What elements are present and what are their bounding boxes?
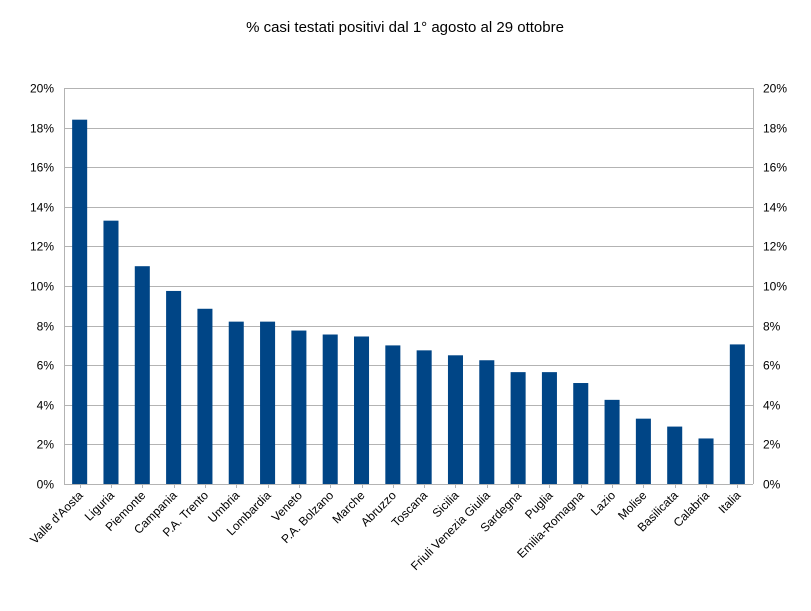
y-tick-label-right: 20% [763, 82, 787, 96]
y-tick-label-left: 12% [30, 240, 54, 254]
y-tick-label-right: 16% [763, 161, 787, 175]
bar [72, 119, 88, 485]
y-axis-right: 0% 2% 4% 6% 8% 10% 12% 14% 16% 18% 20% [753, 82, 787, 492]
y-tick-label-right: 4% [763, 399, 781, 413]
bar [134, 266, 150, 484]
bar [197, 308, 213, 484]
bar [541, 372, 557, 484]
bar [103, 220, 119, 484]
bar [416, 350, 432, 484]
y-tick-label-right: 2% [763, 438, 781, 452]
bar [322, 334, 338, 484]
bar [573, 383, 589, 484]
y-tick-label-right: 8% [763, 320, 781, 334]
y-tick-label-right: 14% [763, 201, 787, 215]
bar [354, 336, 370, 484]
y-axis-left: 0% 2% 4% 6% 8% 10% 12% 14% 16% 18% 20% [30, 82, 65, 492]
y-tick-label-right: 0% [763, 478, 781, 492]
bar [635, 418, 651, 484]
x-category-label: Lazio [588, 488, 618, 518]
bar [385, 345, 401, 484]
bar [729, 344, 745, 484]
y-tick-label-left: 18% [30, 122, 54, 136]
y-tick-label-left: 10% [30, 280, 54, 294]
bar [604, 399, 620, 484]
x-category-label: Italia [716, 488, 744, 516]
bar [260, 321, 276, 484]
y-tick-label-left: 20% [30, 82, 54, 96]
y-tick-label-right: 6% [763, 359, 781, 373]
bar [447, 355, 463, 484]
y-tick-label-right: 10% [763, 280, 787, 294]
bar [166, 290, 182, 484]
y-tick-label-left: 8% [37, 320, 55, 334]
y-tick-label-left: 0% [37, 478, 55, 492]
x-axis: Valle d'AostaLiguriaPiemonteCampaniaP.A.… [27, 484, 744, 573]
y-tick-label-left: 4% [37, 399, 55, 413]
bar [291, 330, 307, 484]
y-tick-label-left: 2% [37, 438, 55, 452]
bars [72, 119, 745, 485]
bar [228, 321, 244, 484]
y-tick-label-left: 14% [30, 201, 54, 215]
bar [698, 438, 714, 484]
y-tick-label-right: 12% [763, 240, 787, 254]
bar [479, 360, 495, 484]
y-tick-label-right: 18% [763, 122, 787, 136]
bar [510, 372, 526, 484]
x-category-label: Valle d'Aosta [27, 488, 86, 547]
chart-title: % casi testati positivi dal 1° agosto al… [246, 19, 564, 36]
y-tick-label-left: 6% [37, 359, 55, 373]
y-tick-label-left: 16% [30, 161, 54, 175]
bar [667, 426, 683, 484]
